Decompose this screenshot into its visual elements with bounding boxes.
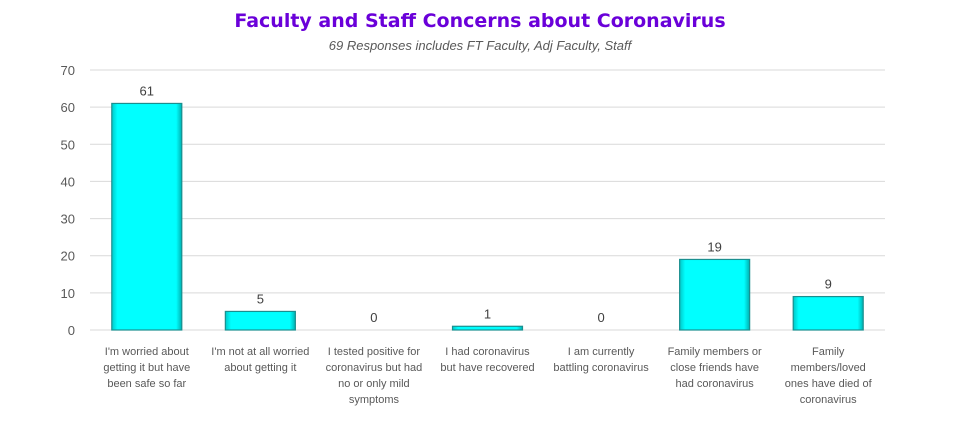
y-tick-label: 0 [68, 323, 75, 338]
x-tick-label-line: I am currently [568, 346, 635, 358]
data-label: 9 [825, 277, 832, 292]
x-tick-label-line: I'm not at all worried [211, 346, 309, 358]
x-tick-label-line: ones have died of [785, 378, 873, 390]
y-tick-label: 40 [61, 174, 75, 189]
x-tick-label-line: no or only mild [338, 378, 410, 390]
x-tick-label: Family members or close friends have had c… [668, 346, 762, 390]
data-label: 61 [140, 83, 154, 98]
bar [679, 258, 751, 331]
data-label: 0 [597, 310, 604, 325]
x-tick-label-line: I tested positive for [328, 346, 421, 358]
data-label: 0 [370, 310, 377, 325]
x-tick-label-line: coronavirus [800, 394, 857, 406]
chart-subtitle: 69 Responses includes FT Faculty, Adj Fa… [329, 38, 633, 53]
x-tick-label: I had coronavirus but have recovered [440, 346, 534, 374]
y-tick-label: 70 [61, 63, 75, 78]
x-tick-label-line: battling coronavirus [553, 362, 649, 374]
x-tick-label: I tested positive for coronavirus but had… [326, 346, 423, 406]
x-tick-label-line: I had coronavirus [445, 346, 530, 358]
y-tick-label: 30 [61, 212, 75, 227]
chart-title: Faculty and Staff Concerns about Coronav… [234, 10, 725, 32]
x-tick-label-line: Family [812, 346, 845, 358]
data-label: 1 [484, 306, 491, 321]
x-tick-label-line: members/loved [791, 362, 866, 374]
x-tick-label-line: coronavirus but had [326, 362, 423, 374]
y-tick-label: 20 [61, 249, 75, 264]
x-tick-label: I am currently battling coronavirus [553, 346, 649, 374]
bar [792, 295, 864, 331]
y-tick-label: 50 [61, 137, 75, 152]
bar [111, 102, 183, 331]
x-tick-label-line: Family members or [668, 346, 762, 358]
x-tick-label: I'm not at all worried about getting it [211, 346, 309, 374]
x-tick-label-line: I'm worried about [105, 346, 189, 358]
x-tick-label: Family members/loved ones have died of coro… [785, 346, 873, 406]
x-tick-label-line: close friends have [670, 362, 759, 374]
data-label: 5 [257, 291, 264, 306]
x-tick-label-line: getting it but have [103, 362, 190, 374]
x-tick-label-line: had coronavirus [676, 378, 755, 390]
x-tick-label-line: about getting it [224, 362, 296, 374]
y-tick-label: 10 [61, 286, 75, 301]
x-tick-label: I'm worried about getting it but have been… [103, 346, 190, 390]
y-tick-label: 60 [61, 100, 75, 115]
bar [451, 325, 524, 331]
x-tick-label-line: but have recovered [440, 362, 534, 374]
data-label: 19 [707, 239, 721, 254]
x-tick-label-line: been safe so far [107, 378, 186, 390]
bar [224, 310, 296, 331]
x-tick-label-line: symptoms [349, 394, 400, 406]
